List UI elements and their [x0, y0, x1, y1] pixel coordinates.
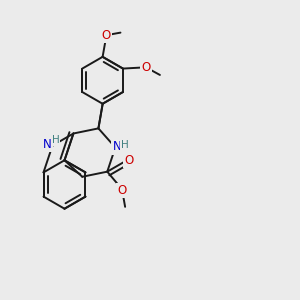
Text: N: N — [43, 138, 51, 151]
Text: O: O — [102, 29, 111, 42]
Text: O: O — [141, 61, 151, 74]
Text: H: H — [52, 135, 59, 145]
Text: N: N — [112, 140, 121, 153]
Text: O: O — [124, 154, 133, 167]
Text: H: H — [122, 140, 129, 150]
Text: O: O — [117, 184, 127, 197]
